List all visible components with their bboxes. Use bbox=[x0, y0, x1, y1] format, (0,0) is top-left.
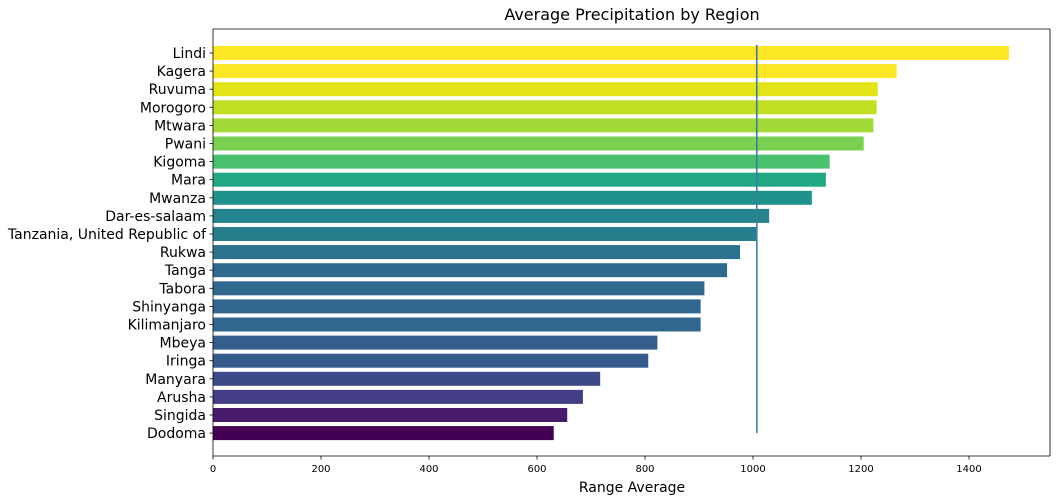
chart-title: Average Precipitation by Region bbox=[504, 5, 759, 24]
bar-rukwa bbox=[213, 245, 741, 260]
bar-kilimanjaro bbox=[213, 317, 701, 332]
category-label: Iringa bbox=[166, 354, 206, 370]
bar-tabora bbox=[213, 281, 705, 296]
category-label: Arusha bbox=[157, 390, 206, 406]
category-label: Mtwara bbox=[154, 118, 206, 134]
axes bbox=[209, 28, 1051, 457]
bar-mtwara bbox=[213, 118, 874, 133]
bar-dar-es-salaam bbox=[213, 208, 770, 223]
bar-kigoma bbox=[213, 154, 830, 169]
x-tick-label: 200 bbox=[311, 464, 330, 475]
category-label: Morogoro bbox=[140, 100, 206, 116]
x-axis-label: Range Average bbox=[579, 480, 685, 496]
bar-tanga bbox=[213, 263, 728, 278]
category-label: Mwanza bbox=[149, 191, 206, 207]
category-label: Singida bbox=[154, 408, 206, 424]
x-tick-label: 800 bbox=[635, 464, 654, 475]
category-label: Tanga bbox=[164, 263, 206, 279]
category-label: Shinyanga bbox=[132, 299, 206, 315]
bar-manyara bbox=[213, 371, 601, 386]
bar-ruvuma bbox=[213, 82, 878, 97]
category-label: Dar-es-salaam bbox=[105, 209, 206, 225]
bar-arusha bbox=[213, 389, 583, 404]
category-label: Tanzania, United Republic of bbox=[7, 227, 207, 243]
category-label: Ruvuma bbox=[149, 82, 206, 98]
bar-morogoro bbox=[213, 100, 877, 115]
category-label: Rukwa bbox=[160, 245, 206, 261]
category-labels: Lindi Kagera Ruvuma Morogoro Mtwara Pwani Kigo… bbox=[7, 46, 207, 442]
bar-mbeya bbox=[213, 335, 658, 350]
bar-singida bbox=[213, 408, 568, 422]
category-label: Dodoma bbox=[147, 426, 206, 442]
x-tick-label: 1000 bbox=[740, 464, 765, 475]
category-label: Pwani bbox=[165, 137, 206, 153]
x-tick-label: 1200 bbox=[848, 464, 873, 475]
bar-shinyanga bbox=[213, 299, 701, 314]
category-label: Manyara bbox=[145, 372, 206, 388]
x-tick-label: 0 bbox=[210, 464, 216, 475]
category-label: Kilimanjaro bbox=[128, 318, 206, 334]
category-label: Mbeya bbox=[160, 336, 206, 352]
category-label: Kigoma bbox=[153, 155, 206, 171]
x-tick-label: 600 bbox=[527, 464, 546, 475]
x-ticks: 0 200 400 600 800 1000 1200 1400 bbox=[210, 456, 982, 475]
x-tick-label: 1400 bbox=[956, 464, 981, 475]
category-label: Tabora bbox=[158, 281, 206, 297]
bar-lindi bbox=[213, 46, 1009, 60]
bar-tanzania-united-republic-of bbox=[213, 227, 757, 241]
x-tick-label: 400 bbox=[419, 464, 438, 475]
bar-pwani bbox=[213, 136, 864, 151]
bar-iringa bbox=[213, 353, 649, 368]
category-label: Kagera bbox=[157, 64, 206, 80]
bar-dodoma bbox=[213, 426, 554, 441]
category-label: Mara bbox=[171, 173, 206, 189]
bar-mara bbox=[213, 172, 826, 187]
bar-kagera bbox=[213, 64, 897, 79]
category-label: Lindi bbox=[173, 46, 206, 62]
bars-layer bbox=[213, 46, 1009, 441]
bar-mwanza bbox=[213, 190, 812, 205]
